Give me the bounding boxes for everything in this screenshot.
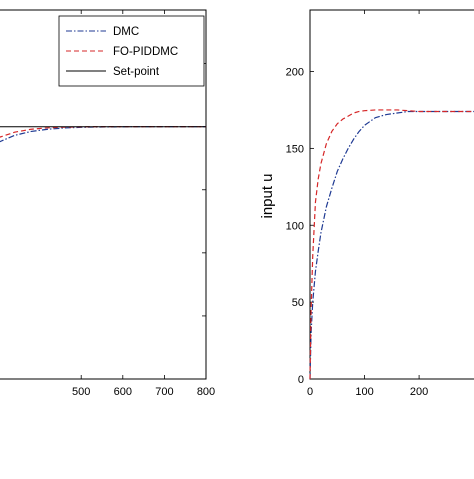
x-tick-label: 500 [72,386,90,398]
y-tick-label: 50 [292,297,304,309]
x-tick-label: 600 [114,386,132,398]
y-tick-label: 200 [286,67,304,79]
series-line-fo-piddmc [309,109,474,380]
series-right [309,109,474,380]
y-tick-label: 150 [286,143,304,155]
y-axis-label-right: input u [259,173,276,218]
x-tick-label: 700 [155,386,173,398]
legend: DMC FO-PIDDMC Set-point [58,15,205,87]
ticks-right: 0 100 200 0 50 100 150 200 [286,10,428,398]
legend-label: FO-PIDDMC [113,46,178,58]
x-tick-label: 100 [355,386,373,398]
x-tick-label: 200 [410,386,428,398]
x-tick-label: 800 [197,386,215,398]
series-left [0,126,206,143]
legend-label: Set-point [113,66,160,78]
ticks-left: 500 600 700 800 [72,10,215,398]
plot-area-right [309,9,474,380]
x-tick-label: 0 [307,386,313,398]
chart-right: 0 100 200 0 50 100 150 200 input u [259,9,474,398]
chart-left: 500 600 700 800 DMC FO-PIDDMC Set-point [0,9,215,398]
y-tick-label: 100 [286,220,304,232]
y-tick-label: 0 [298,374,304,386]
legend-label: DMC [113,26,139,38]
